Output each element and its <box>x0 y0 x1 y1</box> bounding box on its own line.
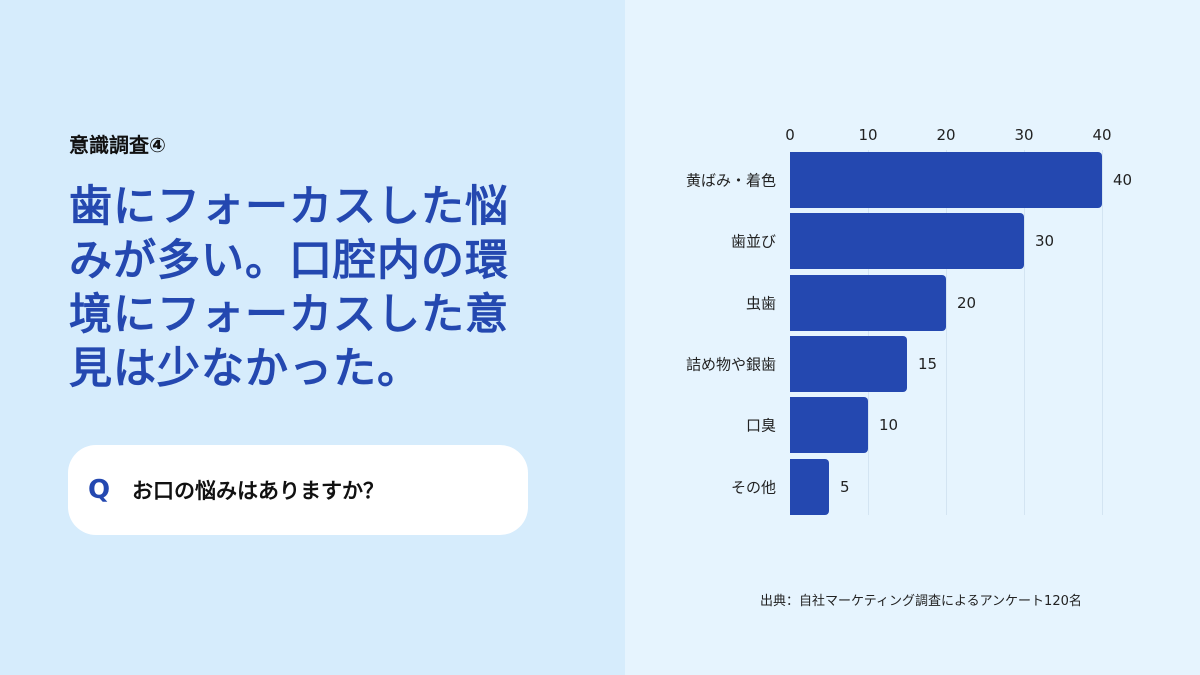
data-label: 15 <box>918 354 938 373</box>
category-label: 歯並び <box>730 232 776 251</box>
x-tick-label: 40 <box>1092 126 1112 144</box>
left-panel: 意識調査④ 歯にフォーカスした悩みが多い。口腔内の環境にフォーカスした意見は少な… <box>0 0 625 675</box>
gridline <box>1102 150 1103 515</box>
question-box: Q お口の悩みはありますか？ <box>68 445 528 535</box>
gridline <box>946 150 947 515</box>
bar <box>790 213 1024 270</box>
category-label: 黄ばみ・着色 <box>685 171 776 190</box>
question-marker: Q <box>88 475 111 505</box>
category-label: 虫歯 <box>745 294 776 313</box>
x-tick-label: 0 <box>785 126 795 144</box>
headline: 歯にフォーカスした悩みが多い。口腔内の環境にフォーカスした意見は少なかった。 <box>69 182 509 394</box>
section-label: 意識調査④ <box>69 133 166 157</box>
data-label: 40 <box>1113 171 1133 189</box>
data-label: 30 <box>1035 232 1055 251</box>
x-tick-label: 20 <box>936 126 956 144</box>
category-label: 詰め物や銀歯 <box>685 355 776 374</box>
bar <box>790 335 907 392</box>
category-label: その他 <box>730 478 776 496</box>
gridline <box>1024 150 1025 515</box>
bar <box>790 397 868 454</box>
data-label: 5 <box>840 477 850 496</box>
data-label: 20 <box>957 293 977 312</box>
source-note: 出典：自社マーケティング調査によるアンケート120名 <box>760 594 1082 609</box>
x-tick-label: 30 <box>1014 126 1034 144</box>
category-label: 口臭 <box>745 416 776 435</box>
bar <box>790 152 1102 208</box>
x-tick-label: 10 <box>858 126 878 144</box>
bar <box>790 274 946 331</box>
bar <box>790 458 829 515</box>
gridline <box>868 150 869 515</box>
data-label: 10 <box>879 416 899 435</box>
question-text: お口の悩みはありますか？ <box>132 479 384 503</box>
